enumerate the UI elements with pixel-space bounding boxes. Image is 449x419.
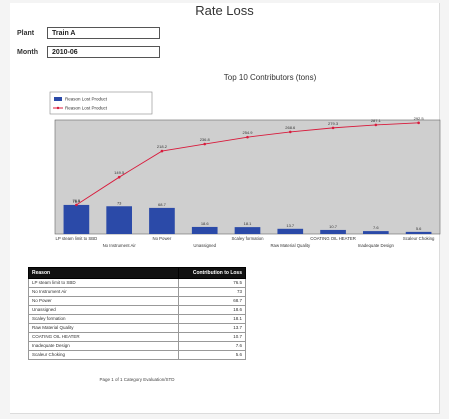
plant-field[interactable]: Train A (47, 27, 160, 39)
x-axis-labels: LP steam limit to SBD No Instrument Air No… (56, 236, 435, 248)
cumulative-point (417, 121, 420, 125)
bar-value-label: 7.6 (373, 225, 379, 230)
bar (320, 229, 346, 234)
value-cell: 18.1 (178, 314, 246, 324)
bar-value-label: 13.7 (286, 223, 295, 228)
page-footer: Page 1 of 1 Category Evaluation/STD (99, 377, 175, 382)
chart-title: Top 10 Contributors (tons) (223, 73, 317, 82)
reason-cell: No Instrument Air (28, 287, 179, 297)
legend-bar-label: Reason Lost Product (65, 97, 108, 102)
cumulative-point (374, 123, 378, 127)
reason-cell: Unassigned (28, 305, 179, 315)
cumulative-point (331, 126, 335, 130)
table-row: No Instrument Air 73 (28, 287, 246, 297)
cumulative-value-label: 268.6 (285, 125, 296, 130)
month-field[interactable]: 2010-06 (47, 46, 160, 58)
bar-series (63, 204, 432, 234)
bar (63, 204, 90, 234)
x-tick-label: Raw Material Quality (270, 243, 310, 248)
table-row: Inadequate Design 7.6 (28, 341, 246, 351)
legend-box (49, 91, 153, 115)
table-row: Scaleur Choking 5.6 (28, 350, 246, 360)
table-row: LP steam limit to SBD 76.5 (28, 278, 246, 288)
x-tick-label: Unassigned (193, 243, 216, 248)
page-title: Rate Loss (195, 3, 254, 18)
value-cell: 76.5 (178, 278, 246, 288)
cumulative-value-label: 76.5 (72, 198, 81, 203)
legend-line-label: Reason Lost Product (65, 106, 108, 111)
bar (405, 231, 432, 234)
cumulative-points (75, 121, 420, 207)
x-tick-label: COATING OIL HEATER (310, 236, 356, 241)
reason-cell: Scaleur Choking (28, 350, 179, 360)
x-tick-label: No Power (153, 236, 172, 241)
month-label: Month (17, 49, 38, 56)
bar (363, 231, 389, 234)
x-tick-label: No Instrument Air (103, 243, 137, 248)
bar (149, 207, 175, 234)
value-cell: 13.7 (178, 323, 246, 333)
bar (106, 206, 132, 234)
reason-cell: LP steam limit to SBD (28, 278, 179, 288)
cumulative-point (160, 149, 164, 153)
cumulative-point (288, 130, 292, 134)
value-cell: 7.6 (178, 341, 246, 351)
col-header-contribution: Contribution to Loss (178, 267, 246, 279)
table-row: Scaley formation 18.1 (28, 314, 246, 324)
cumulative-value-label: 292.5 (414, 116, 425, 121)
cumulative-value-label: 287.1 (371, 118, 382, 123)
value-cell: 73 (178, 287, 246, 297)
bar-value-label: 68.7 (158, 202, 167, 207)
bar-value-label: 73 (117, 200, 122, 205)
value-cell: 68.7 (178, 296, 246, 306)
cumulative-value-label: 236.8 (200, 137, 211, 142)
legend-line-marker (56, 106, 60, 110)
cumulative-point (203, 142, 207, 146)
cumulative-labels: 76.5 149.5 218.2 236.8 254.9 268.6 279.3 287.1 2… (72, 116, 424, 203)
col-header-reason: Reason (28, 267, 179, 279)
reason-cell: COATING OIL HEATER (28, 332, 179, 342)
x-tick-label: LP steam limit to SBD (56, 236, 98, 241)
value-cell: 18.6 (178, 305, 246, 315)
bar-value-label: 10.7 (329, 224, 338, 229)
x-tick-label: Scaleur Choking (403, 236, 435, 241)
contribution-table: Reason Contribution to Loss LP steam lim… (28, 267, 246, 360)
value-cell: 5.6 (178, 350, 246, 360)
cumulative-point (75, 203, 78, 207)
reason-cell: Raw Material Quality (28, 323, 179, 333)
table-row: No Power 68.7 (28, 296, 246, 306)
cumulative-point (246, 135, 249, 139)
table-row: Raw Material Quality 13.7 (28, 323, 246, 333)
reason-cell: Inadequate Design (28, 341, 179, 351)
cumulative-value-label: 279.3 (328, 121, 339, 126)
cumulative-value-label: 149.5 (114, 170, 125, 175)
bar-value-label: 76.5 (72, 199, 81, 204)
bar-value-label: 18.1 (244, 221, 253, 226)
legend-bar-swatch (54, 97, 62, 101)
table-row: Unassigned 18.6 (28, 305, 246, 315)
bar (234, 227, 261, 234)
bar (277, 228, 304, 234)
cumulative-point (117, 175, 121, 179)
plant-label: Plant (17, 30, 35, 37)
pareto-chart: Reason Lost Product Reason Lost Product … (49, 91, 441, 248)
x-tick-label: Scaley formation (231, 236, 264, 241)
bar-value-label: 18.6 (201, 221, 210, 226)
reason-cell: Scaley formation (28, 314, 179, 324)
cumulative-value-label: 254.9 (242, 130, 253, 135)
reason-cell: No Power (28, 296, 179, 306)
bar-labels: 76.5 73 68.7 18.6 18.1 13.7 10.7 7.6 5.6 (72, 199, 422, 231)
cumulative-value-label: 218.2 (157, 144, 168, 149)
value-cell: 10.7 (178, 332, 246, 342)
bar (191, 226, 218, 234)
bar-value-label: 5.6 (416, 226, 422, 231)
x-tick-label: Inadequate Design (358, 243, 395, 248)
table-row: COATING OIL HEATER 10.7 (28, 332, 246, 342)
